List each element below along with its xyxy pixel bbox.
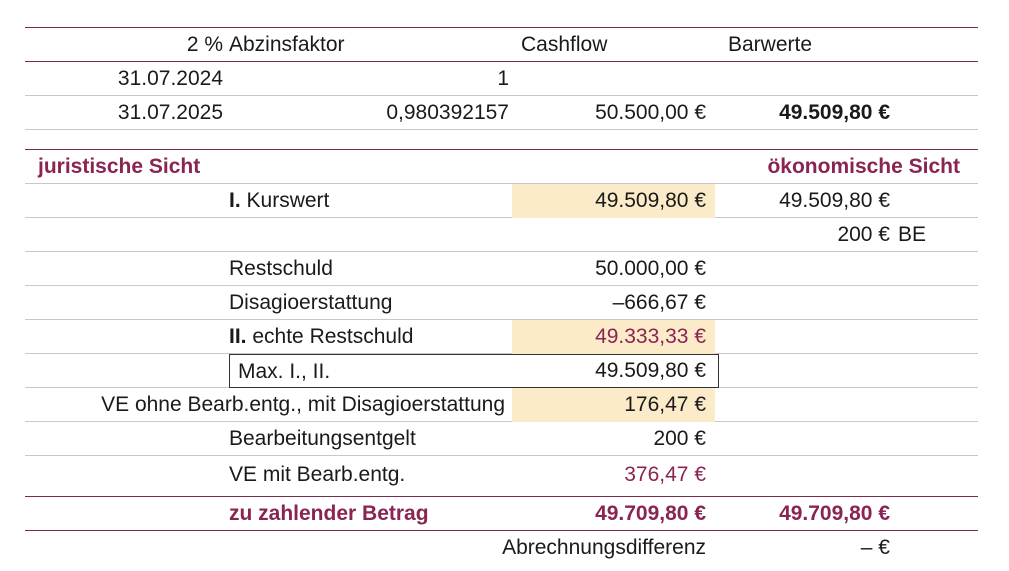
ve-mit-value: 376,47 € [624, 463, 706, 486]
echte-restschuld-label: II. echte Restschuld [229, 320, 509, 354]
max-value: 49.509,80 € [595, 359, 706, 382]
bearbeitungsentgelt-label: Bearbeitungsentgelt [229, 427, 416, 450]
table-row: Abrechnungsdifferenz – € [25, 531, 978, 565]
echte-restschuld-prefix: II. [229, 325, 247, 348]
max-box: Max. I., II. [229, 354, 719, 388]
abrechnung-label: Abrechnungsdifferenz [502, 536, 706, 559]
kurswert-econ-value: 49.509,80 € [779, 189, 890, 212]
table-row: 31.07.2024 1 [25, 62, 978, 96]
ve-ohne-value: 176,47 € [512, 388, 715, 422]
date-cell: 31.07.2025 [117, 101, 223, 124]
echte-restschuld-value: 49.333,33 € [512, 320, 715, 354]
total-row: zu zahlender Betrag 49.709,80 € 49.709,8… [25, 497, 978, 531]
disagio-label: Disagioerstattung [229, 291, 393, 314]
kurswert-text: Kurswert [246, 189, 330, 212]
zu-zahlen-label: zu zahlender Betrag [229, 502, 429, 525]
zu-zahlen-value: 49.709,80 € [595, 502, 706, 525]
row-divider [25, 455, 978, 456]
ve-ohne-label: VE ohne Bearb.entg., mit Disagioerstattu… [101, 393, 505, 416]
kurswert-prefix: I. [229, 189, 241, 212]
table-row: Restschuld 50.000,00 € [25, 252, 978, 286]
row-divider [25, 421, 978, 422]
bottom-border [25, 530, 978, 531]
row-divider [25, 95, 978, 96]
factor-cell: 1 [497, 67, 509, 90]
bearbeitungsentgelt-value: 200 € [653, 427, 706, 450]
row-divider [25, 251, 978, 252]
row-divider [25, 129, 978, 130]
restschuld-value: 50.000,00 € [595, 257, 706, 280]
row-divider [25, 217, 978, 218]
max-label: Max. I., II. [238, 360, 331, 383]
total-border [25, 496, 978, 497]
table-row: Disagioerstattung –666,67 € [25, 286, 978, 320]
restschuld-label: Restschuld [229, 257, 333, 280]
table-row: Max. I., II. 49.509,80 € [25, 354, 978, 388]
header-row: 2 % Abzinsfaktor Cashflow Barwerte [25, 28, 978, 62]
table-row: VE mit Bearb.entg. 376,47 € [25, 458, 978, 492]
table-row: 31.07.2025 0,980392157 50.500,00 € 49.50… [25, 96, 978, 130]
abrechnung-value: – € [860, 536, 890, 559]
table-row: Bearbeitungsentgelt 200 € [25, 422, 978, 456]
ve-mit-label: VE mit Bearb.entg. [229, 463, 406, 486]
present-value-header: Barwerte [728, 33, 813, 56]
kurswert-value: 49.509,80 € [512, 184, 715, 218]
present-value-cell: 49.509,80 € [779, 101, 890, 124]
legal-view-heading: juristische Sicht [38, 155, 201, 178]
cashflow-cell: 50.500,00 € [595, 101, 706, 124]
table-row: VE ohne Bearb.entg., mit Disagioerstattu… [25, 388, 978, 422]
factor-header: Abzinsfaktor [229, 33, 345, 56]
disagio-value: –666,67 € [612, 291, 706, 314]
section-border [25, 149, 978, 150]
table-row: 200 € BE [25, 218, 978, 252]
factor-cell: 0,980392157 [386, 101, 509, 124]
row-divider [25, 319, 978, 320]
zu-zahlen-econ-value: 49.709,80 € [779, 502, 890, 525]
date-cell: 31.07.2024 [117, 67, 223, 90]
header-border [25, 61, 978, 62]
economic-view-heading: ökonomische Sicht [767, 155, 960, 178]
rate-header: 2 % [186, 33, 223, 56]
row-divider [25, 353, 978, 354]
table-row: I. Kurswert 49.509,80 € 49.509,80 € [25, 184, 978, 218]
be-suffix: BE [898, 223, 927, 246]
section-header-row: juristische Sicht ökonomische Sicht [25, 150, 978, 184]
row-divider [25, 285, 978, 286]
top-border [25, 27, 978, 28]
row-divider [25, 183, 978, 184]
cashflow-header: Cashflow [521, 33, 608, 56]
echte-restschuld-text: echte Restschuld [252, 325, 414, 348]
table-row: II. echte Restschuld 49.333,33 € [25, 320, 978, 354]
kurswert-label: I. Kurswert [229, 184, 509, 218]
be-value: 200 € [837, 223, 890, 246]
